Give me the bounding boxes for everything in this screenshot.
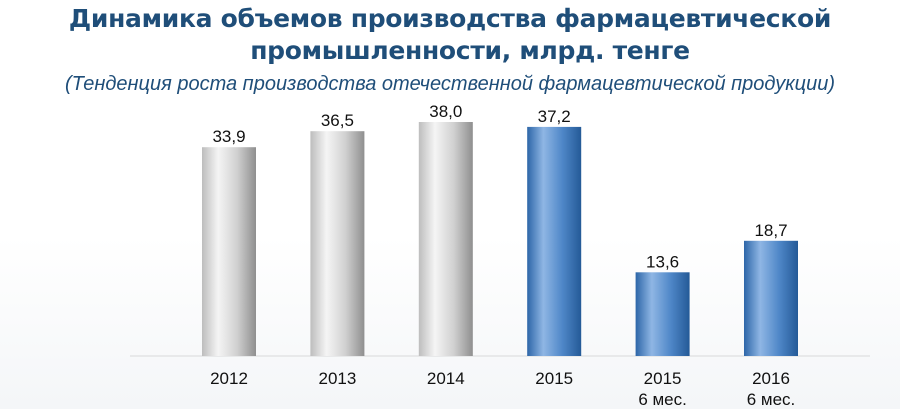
bar-2 (418, 122, 473, 356)
data-label-5: 18,7 (754, 221, 787, 240)
data-label-4: 13,6 (646, 252, 679, 271)
chart-subtitle: (Тенденция роста производства отечествен… (65, 73, 835, 95)
bar-3 (527, 126, 582, 357)
bar-5 (744, 240, 798, 356)
x-tick-label-2: 2014 (427, 369, 465, 388)
data-label-1: 36,5 (321, 111, 354, 130)
x-tick-label-5: 2016 (752, 369, 790, 388)
bar-0 (202, 147, 256, 356)
x-tick-label-1: 2013 (318, 369, 356, 388)
chart-title-line-1: Динамика объемов производства фармацевти… (68, 4, 832, 33)
chart-title-line-2: промышленности, млрд. тенге (250, 36, 690, 65)
data-label-3: 37,2 (538, 107, 571, 126)
x-tick-sublabel-5: 6 мес. (747, 390, 796, 409)
data-label-0: 33,9 (212, 127, 245, 146)
data-label-2: 38,0 (429, 102, 462, 121)
x-tick-label-3: 2015 (535, 369, 573, 388)
bar-4 (635, 272, 690, 356)
bar-1 (310, 131, 365, 356)
x-tick-sublabel-4: 6 мес. (638, 390, 687, 409)
x-tick-label-0: 2012 (210, 369, 248, 388)
x-tick-label-4: 2015 (644, 369, 682, 388)
bars-layer: 33,9 2012 36,5 2013 38,0 2014 37,2 2015 13,6 2015… (202, 102, 798, 409)
